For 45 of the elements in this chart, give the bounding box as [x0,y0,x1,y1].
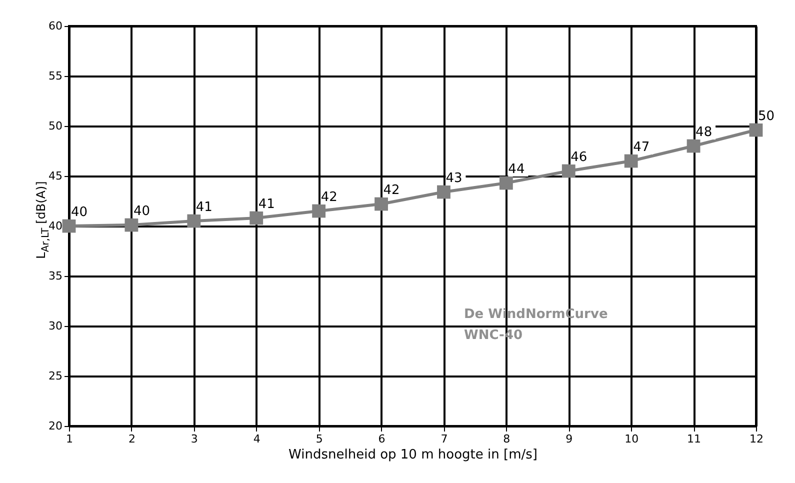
y-tick-label: 55 [48,70,62,82]
data-label: 41 [196,200,212,215]
x-tick-label: 6 [378,432,386,446]
point [686,139,700,153]
point [499,176,513,190]
data-label: 50 [758,109,775,124]
y-tick-label: 50 [48,120,62,132]
x-tick-label: 1 [66,432,73,446]
x-tick-label: 4 [253,432,260,446]
point [374,197,388,211]
x-axis-title: Windsnelheid op 10 m hoogte in [m/s] [288,448,538,462]
y-tick-label: 45 [48,170,62,182]
data-label: 40 [71,205,88,220]
data-label: 46 [570,150,588,165]
x-tick-label: 2 [128,432,136,446]
y-tick-label: 60 [48,20,62,32]
y-tick-label: 25 [48,370,62,382]
point [437,185,450,199]
y-tick-label: 20 [48,420,62,432]
data-label: 44 [508,162,525,177]
point [187,214,201,228]
y-tick-label: 35 [48,270,62,282]
point [562,164,576,178]
point [312,204,326,218]
x-tick-label: 10 [624,432,639,446]
y-tick-label: 30 [48,320,62,332]
data-label: 43 [446,171,462,186]
x-tick-label: 5 [316,432,323,446]
data-label: 48 [696,125,712,140]
data-label: 41 [258,197,275,212]
point [124,218,138,232]
point [250,211,264,225]
point [749,123,763,137]
x-tick-label: 12 [750,432,764,446]
x-tick-label: 3 [190,432,198,446]
point [62,219,76,233]
point [624,154,638,168]
data-label: 40 [133,204,150,219]
data-label: 47 [633,140,650,155]
x-tick-label: 7 [440,432,448,446]
x-tick-label: 11 [687,432,702,446]
data-label: 42 [383,183,400,198]
x-tick-label: 8 [503,432,510,446]
x-tick-label: 9 [566,432,573,446]
data-label: 42 [320,190,338,205]
